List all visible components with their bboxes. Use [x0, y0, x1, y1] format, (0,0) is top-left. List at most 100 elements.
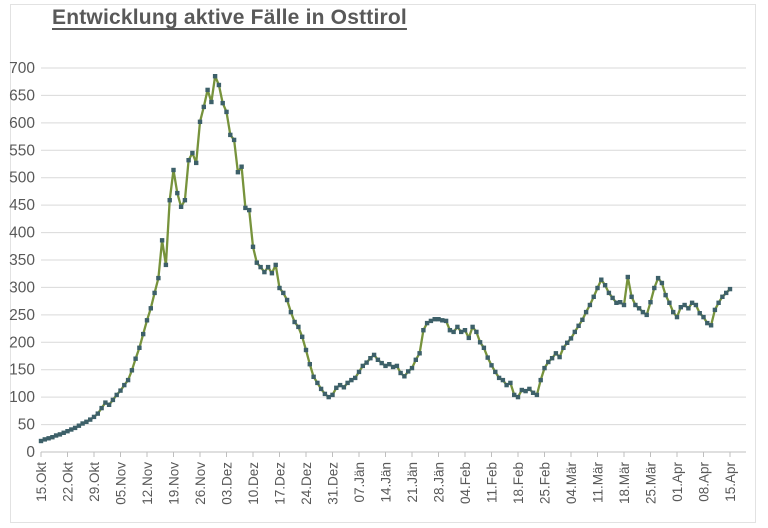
- data-point-marker: [648, 300, 653, 305]
- data-point-marker: [156, 275, 161, 281]
- data-point-marker: [436, 317, 441, 322]
- data-point-marker: [466, 335, 471, 341]
- data-point-marker: [686, 306, 691, 311]
- data-point-marker: [345, 380, 350, 386]
- data-point-marker: [307, 362, 312, 367]
- data-point-marker: [402, 374, 407, 379]
- data-point-marker: [300, 334, 305, 339]
- data-point-marker: [477, 340, 483, 345]
- data-point-marker: [553, 351, 559, 356]
- data-point-marker: [493, 369, 498, 375]
- data-point-marker: [443, 318, 449, 324]
- x-axis-tick-label: 26.Nov: [193, 462, 208, 505]
- x-axis-tick-label: 10.Dez: [246, 462, 261, 505]
- data-point-marker: [546, 359, 551, 365]
- data-point-marker: [561, 345, 566, 350]
- data-point-marker: [394, 363, 400, 369]
- data-point-marker: [565, 340, 570, 345]
- x-axis-tick-label: 22.Okt: [61, 462, 76, 502]
- data-point-marker: [383, 363, 388, 369]
- data-point-marker: [606, 290, 612, 296]
- data-point-marker: [576, 323, 581, 328]
- data-point-marker: [197, 119, 203, 124]
- y-axis-tick-label: 200: [9, 334, 35, 351]
- data-point-marker: [512, 392, 517, 398]
- data-point-marker: [659, 280, 665, 286]
- data-point-marker: [292, 319, 297, 325]
- data-point-marker: [504, 382, 509, 388]
- data-point-marker: [178, 204, 184, 209]
- y-axis-tick-label: 550: [9, 142, 35, 159]
- data-point-marker: [406, 369, 411, 374]
- chart-title: Entwicklung aktive Fälle in Osttirol: [52, 6, 407, 29]
- data-point-marker: [417, 351, 422, 356]
- data-point-marker: [629, 294, 634, 299]
- data-point-marker: [375, 357, 381, 362]
- data-point-marker: [163, 262, 169, 268]
- data-point-marker: [84, 419, 89, 424]
- data-point-marker: [572, 329, 577, 335]
- data-point-marker: [269, 271, 275, 276]
- data-point-marker: [625, 274, 630, 280]
- data-point-marker: [243, 205, 248, 211]
- data-point-marker: [432, 317, 437, 322]
- data-point-marker: [424, 320, 430, 326]
- data-point-marker: [602, 283, 608, 288]
- data-point-marker: [610, 295, 615, 301]
- data-point-marker: [95, 411, 100, 416]
- data-point-marker: [46, 436, 51, 441]
- data-point-marker: [599, 277, 604, 282]
- data-point-marker: [655, 275, 661, 281]
- x-axis-tick-label: 19.Nov: [167, 462, 182, 505]
- data-point-marker: [38, 438, 44, 444]
- data-point-marker: [353, 375, 358, 381]
- data-point-marker: [409, 365, 415, 371]
- data-point-marker: [398, 370, 403, 376]
- data-point-marker: [360, 363, 365, 369]
- data-point-marker: [462, 328, 468, 333]
- data-point-marker: [61, 430, 66, 435]
- data-point-marker: [542, 365, 547, 371]
- data-point-marker: [53, 433, 59, 438]
- data-point-marker: [247, 207, 252, 213]
- data-point-marker: [69, 427, 74, 432]
- data-point-marker: [727, 286, 733, 292]
- data-point-marker: [330, 392, 335, 398]
- data-point-marker: [689, 300, 695, 305]
- data-point-marker: [209, 99, 214, 105]
- data-point-marker: [190, 150, 195, 156]
- data-point-marker: [239, 164, 244, 169]
- data-point-marker: [421, 328, 426, 333]
- data-point-marker: [175, 190, 180, 196]
- data-point-marker: [538, 377, 543, 383]
- data-point-marker: [652, 285, 657, 291]
- x-axis-tick-label: 17.Dez: [273, 462, 288, 505]
- x-axis-tick-label: 15.Okt: [34, 462, 49, 502]
- data-point-marker: [250, 244, 256, 249]
- data-point-marker: [716, 300, 721, 305]
- data-point-marker: [303, 347, 309, 353]
- data-point-marker: [201, 104, 206, 110]
- data-point-marker: [614, 300, 619, 305]
- data-point-marker: [76, 423, 82, 428]
- data-point-marker: [262, 269, 267, 275]
- y-axis-tick-label: 50: [18, 417, 36, 434]
- x-axis-tick-label: 29.Okt: [87, 462, 102, 502]
- data-point-marker: [708, 323, 714, 328]
- chart-frame: [10, 4, 756, 523]
- data-point-marker: [667, 300, 672, 305]
- x-axis-tick-label: 14.Jän: [379, 462, 394, 503]
- data-point-marker: [110, 397, 116, 403]
- data-point-marker: [500, 377, 506, 383]
- data-point-marker: [337, 382, 343, 388]
- data-point-marker: [288, 309, 294, 315]
- x-axis-tick-label: 15.Apr: [723, 462, 738, 502]
- x-axis-tick-label: 04.Mär: [564, 462, 579, 505]
- data-point-marker: [455, 324, 460, 330]
- data-point-marker: [99, 405, 104, 411]
- x-axis-tick-label: 31.Dez: [326, 462, 341, 505]
- y-axis-tick-label: 100: [9, 389, 35, 406]
- data-point-marker: [284, 297, 290, 303]
- data-point-marker: [231, 137, 237, 143]
- x-axis-tick-label: 12.Nov: [140, 462, 155, 505]
